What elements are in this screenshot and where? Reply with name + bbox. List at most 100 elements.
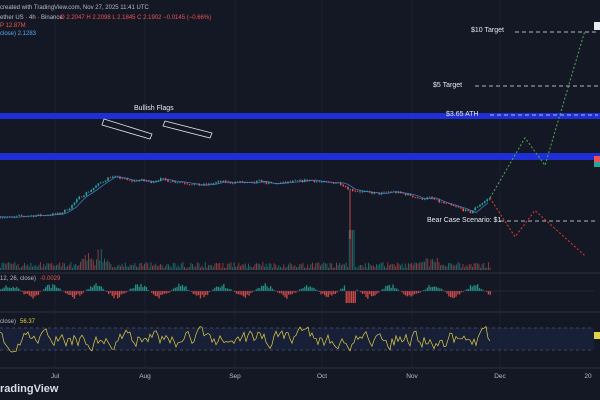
candle-body	[472, 210, 474, 214]
candle-body	[359, 191, 361, 193]
macd-histogram-bar	[50, 287, 52, 291]
volume-bar	[99, 260, 101, 270]
candle-body	[395, 191, 397, 194]
volume-bar	[262, 262, 264, 270]
volume-bar	[396, 262, 398, 270]
volume-bar	[284, 267, 286, 270]
candle-body	[52, 213, 54, 216]
macd-histogram-bar	[487, 291, 490, 295]
x-tick-label: Dec	[494, 373, 506, 380]
candle-body	[157, 180, 160, 182]
volume-bar	[376, 263, 377, 270]
volume-bar	[161, 264, 163, 270]
volume-bar	[68, 264, 70, 270]
macd-histogram-bar	[25, 291, 27, 294]
macd-histogram-bar	[147, 290, 149, 291]
candle-body	[440, 202, 443, 203]
volume-bar	[249, 265, 251, 270]
macd-histogram-bar	[37, 291, 40, 295]
volume-bar	[350, 230, 352, 270]
macd-histogram-bar	[194, 291, 196, 295]
volume-bar	[19, 267, 21, 270]
candle-body	[162, 178, 164, 179]
macd-histogram-bar	[70, 291, 72, 296]
volume-bar	[316, 262, 318, 270]
macd-histogram-bar	[288, 291, 290, 295]
price-axis-marker-4	[594, 332, 600, 339]
candle-body	[188, 184, 191, 185]
macd-histogram-bar	[387, 285, 389, 291]
macd-histogram-bar	[136, 284, 139, 291]
volume-bar	[294, 265, 296, 270]
macd-histogram-bar	[464, 290, 466, 291]
macd-histogram-bar	[199, 291, 202, 299]
volume-bar	[489, 267, 491, 270]
macd-histogram-bar	[369, 291, 371, 295]
candle-body	[301, 179, 304, 182]
volume-bar	[305, 267, 307, 270]
candle-body	[460, 207, 462, 209]
volume-bar	[392, 264, 393, 270]
candle-body	[344, 186, 347, 187]
macd-histogram-bar	[394, 288, 396, 291]
macd-histogram-bar	[333, 291, 335, 294]
candle-body	[56, 212, 59, 215]
candle-body	[64, 209, 66, 213]
volume-bar	[193, 266, 195, 270]
macd-histogram-bar	[266, 286, 268, 291]
macd-histogram-bar	[385, 285, 387, 291]
volume-bar	[192, 263, 193, 270]
volume-bar	[140, 263, 142, 270]
macd-histogram-bar	[106, 291, 108, 292]
macd-histogram-bar	[52, 284, 54, 291]
volume-bar	[224, 267, 225, 270]
volume-bar	[88, 253, 89, 270]
macd-histogram-bar	[354, 291, 356, 303]
macd-histogram-bar	[433, 286, 436, 291]
volume-bar	[171, 267, 173, 270]
candle-body	[404, 193, 407, 196]
volume-bar	[105, 261, 107, 270]
candle-body	[479, 204, 481, 207]
macd-histogram-bar	[34, 291, 36, 297]
candle-body	[205, 183, 208, 185]
volume-bar	[304, 267, 305, 270]
macd-histogram-bar	[279, 291, 281, 294]
candle-body	[208, 183, 210, 185]
macd-histogram-bar	[424, 289, 427, 291]
candle-body	[217, 181, 220, 183]
candle-body	[409, 193, 412, 196]
macd-histogram-bar	[91, 287, 94, 291]
volume-bar	[70, 262, 72, 270]
volume-bar	[216, 263, 217, 270]
macd-histogram-bar	[192, 291, 194, 294]
volume-bar	[374, 267, 376, 270]
macd-histogram-bar	[212, 289, 214, 291]
volume-bar	[1, 263, 3, 270]
candle-body	[244, 182, 246, 183]
candle-body	[390, 191, 392, 193]
candle-body	[287, 181, 289, 183]
volume-bar	[268, 263, 270, 270]
volume-bar	[428, 266, 430, 270]
volume-bar	[297, 266, 299, 270]
volume-bar	[377, 265, 379, 270]
rsi-value: 56.37	[20, 319, 36, 325]
macd-histogram-bar	[426, 287, 428, 291]
candle-body	[332, 182, 335, 184]
candle-body	[20, 215, 23, 216]
macd-histogram-bar	[331, 291, 333, 296]
candle-body	[253, 181, 256, 183]
volume-bar	[414, 262, 416, 270]
macd-histogram-bar	[190, 291, 193, 292]
volume-bar	[86, 260, 88, 270]
candle-body	[167, 179, 169, 182]
macd-histogram-bar	[90, 286, 92, 291]
volume-bar	[364, 263, 366, 270]
volume-bar	[84, 255, 86, 270]
volume-bar	[228, 263, 230, 270]
volume-bar	[481, 264, 483, 270]
volume-bar	[3, 262, 5, 270]
volume-bar	[168, 264, 169, 270]
candle-body	[289, 181, 292, 183]
